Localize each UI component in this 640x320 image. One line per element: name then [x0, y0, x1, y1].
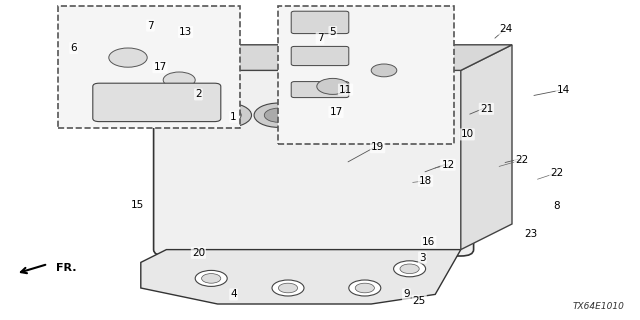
Circle shape — [272, 280, 304, 296]
Text: 18: 18 — [419, 176, 432, 186]
Text: 25: 25 — [413, 296, 426, 306]
FancyBboxPatch shape — [93, 83, 221, 122]
Text: 17: 17 — [330, 107, 342, 117]
Circle shape — [102, 90, 128, 102]
Circle shape — [163, 72, 195, 88]
Text: 10: 10 — [461, 129, 474, 140]
Text: 11: 11 — [339, 84, 352, 95]
Text: 3: 3 — [419, 252, 426, 263]
Text: TX64E1010: TX64E1010 — [572, 302, 624, 311]
Text: 7: 7 — [317, 33, 323, 44]
Circle shape — [349, 280, 381, 296]
Circle shape — [316, 108, 344, 122]
Text: FR.: FR. — [56, 263, 77, 273]
Circle shape — [254, 103, 303, 127]
Circle shape — [213, 108, 241, 122]
Text: 22: 22 — [515, 155, 528, 165]
Circle shape — [317, 78, 349, 94]
Circle shape — [400, 264, 419, 274]
Text: 23: 23 — [525, 228, 538, 239]
FancyBboxPatch shape — [291, 82, 349, 98]
Circle shape — [394, 261, 426, 277]
Text: 15: 15 — [131, 200, 144, 210]
Text: 21: 21 — [480, 104, 493, 114]
Circle shape — [203, 103, 252, 127]
Text: 12: 12 — [442, 160, 454, 170]
Text: 14: 14 — [557, 84, 570, 95]
Text: 4: 4 — [230, 289, 237, 300]
Circle shape — [367, 108, 395, 122]
Circle shape — [202, 274, 221, 283]
Polygon shape — [166, 45, 512, 70]
Text: 9: 9 — [403, 289, 410, 300]
FancyBboxPatch shape — [58, 6, 240, 128]
Circle shape — [305, 103, 354, 127]
Text: 17: 17 — [154, 62, 166, 72]
Text: 22: 22 — [550, 168, 563, 178]
Text: 5: 5 — [330, 27, 336, 37]
FancyBboxPatch shape — [291, 11, 349, 34]
Circle shape — [109, 48, 147, 67]
FancyBboxPatch shape — [291, 46, 349, 66]
Circle shape — [195, 270, 227, 286]
Text: 8: 8 — [554, 201, 560, 212]
Circle shape — [278, 283, 298, 293]
Circle shape — [371, 64, 397, 77]
Circle shape — [356, 103, 405, 127]
Text: 7: 7 — [147, 20, 154, 31]
Text: 19: 19 — [371, 142, 384, 152]
Text: 1: 1 — [230, 112, 237, 122]
Circle shape — [355, 283, 374, 293]
Text: 13: 13 — [179, 27, 192, 37]
FancyBboxPatch shape — [154, 64, 474, 256]
Text: 6: 6 — [70, 43, 77, 53]
Text: 24: 24 — [499, 24, 512, 34]
FancyBboxPatch shape — [278, 6, 454, 144]
Text: 16: 16 — [422, 236, 435, 247]
Polygon shape — [141, 250, 461, 304]
Text: 20: 20 — [192, 248, 205, 258]
Text: 2: 2 — [195, 89, 202, 100]
Polygon shape — [461, 45, 512, 250]
Circle shape — [264, 108, 292, 122]
